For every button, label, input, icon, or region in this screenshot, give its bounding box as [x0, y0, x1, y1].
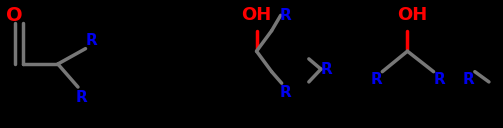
Text: R: R	[76, 90, 88, 105]
Text: R: R	[321, 62, 333, 77]
Text: R: R	[86, 33, 98, 49]
Text: R: R	[370, 72, 382, 87]
Text: OH: OH	[397, 6, 428, 24]
Text: R: R	[280, 8, 292, 23]
Text: R: R	[280, 85, 292, 100]
Text: R: R	[434, 72, 446, 87]
Text: OH: OH	[241, 6, 272, 24]
Text: O: O	[6, 6, 23, 25]
Text: R: R	[463, 72, 475, 87]
